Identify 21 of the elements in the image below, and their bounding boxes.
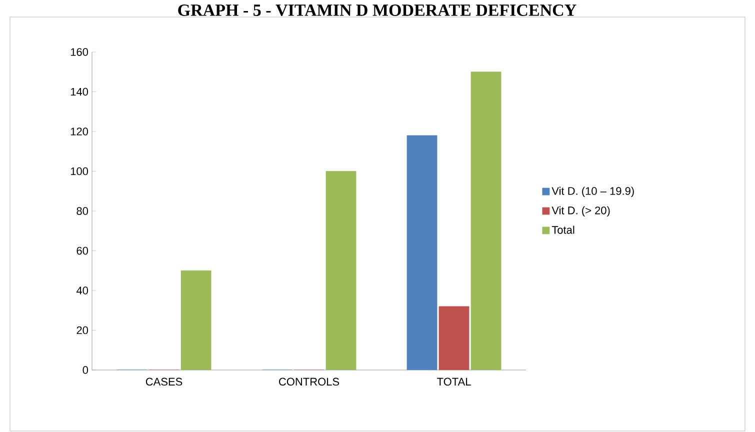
y-tick-label: 120 <box>70 128 88 136</box>
legend-label: Total <box>552 226 574 234</box>
y-tick-label: 0 <box>82 366 88 374</box>
legend-label: Vit D. (10 – 19.9) <box>552 186 634 198</box>
bar <box>326 171 356 370</box>
y-tick-label: 20 <box>76 326 88 334</box>
y-tick-label: 60 <box>76 246 88 255</box>
x-tick-label: TOTAL <box>437 378 471 386</box>
bar <box>406 135 438 370</box>
y-tick-label: 80 <box>76 207 88 215</box>
x-tick-label: CASES <box>146 378 182 386</box>
legend-label: Vit D. (> 20) <box>552 206 610 217</box>
bar <box>470 72 502 370</box>
y-tick-label: 100 <box>70 167 88 176</box>
x-tick-label: CONTROLS <box>279 378 340 386</box>
bar <box>180 270 212 370</box>
chart-title: GRAPH - 5 - VITAMIN D MODERATE DEFICENCY <box>178 4 576 16</box>
y-tick-label: 140 <box>70 88 88 96</box>
y-tick-label: 40 <box>76 286 88 294</box>
bar <box>438 306 470 370</box>
y-tick-label: 160 <box>70 48 88 56</box>
